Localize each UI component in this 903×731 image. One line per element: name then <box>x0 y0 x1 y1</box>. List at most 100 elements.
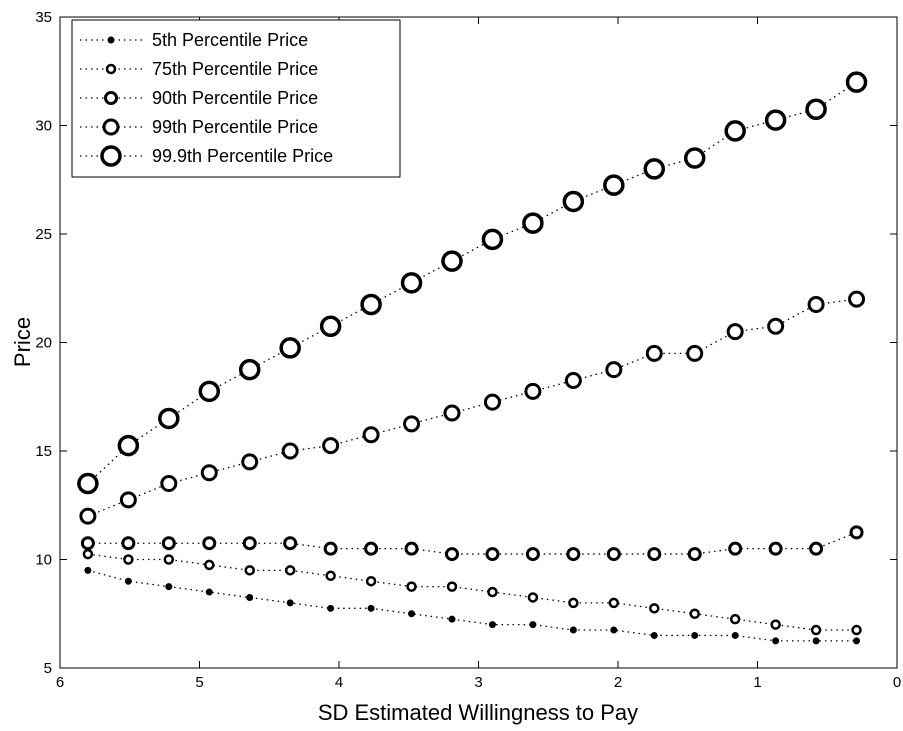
data-point <box>689 608 700 619</box>
data-point <box>200 464 218 482</box>
x-tick-label: 4 <box>335 674 343 691</box>
data-point <box>812 637 820 645</box>
legend-marker <box>104 91 118 105</box>
data-point <box>603 174 625 196</box>
data-point <box>404 541 419 556</box>
y-tick-label: 5 <box>44 660 52 677</box>
data-point <box>279 337 301 359</box>
data-point <box>683 147 706 169</box>
data-point <box>527 592 539 603</box>
data-point <box>729 613 741 625</box>
data-point <box>772 637 780 645</box>
data-point <box>687 547 702 562</box>
y-tick-label: 10 <box>35 552 52 569</box>
x-tick-label: 0 <box>893 674 901 691</box>
data-point <box>853 637 861 645</box>
legend-marker <box>105 63 117 75</box>
series-line <box>87 569 857 642</box>
data-point <box>441 250 463 272</box>
data-point <box>767 317 785 335</box>
data-point <box>325 570 336 582</box>
data-point <box>488 621 496 629</box>
data-point <box>485 547 500 562</box>
data-point <box>562 190 585 213</box>
data-point <box>79 507 97 525</box>
data-point <box>205 588 213 596</box>
x-tick-label: 5 <box>195 674 203 691</box>
data-point <box>525 547 540 562</box>
data-point <box>362 426 380 444</box>
x-tick-label: 6 <box>56 674 64 691</box>
data-point <box>163 554 175 565</box>
data-point <box>119 491 137 509</box>
legend-marker <box>102 118 120 136</box>
legend-box <box>71 19 401 178</box>
legend-marker <box>107 36 115 44</box>
x-tick-label: 1 <box>753 674 761 691</box>
data-point <box>124 577 132 585</box>
data-point <box>768 541 783 556</box>
data-point <box>202 536 217 551</box>
y-tick-label: 15 <box>35 443 52 460</box>
data-point <box>160 475 178 493</box>
data-point <box>158 407 180 430</box>
data-point <box>805 98 827 120</box>
y-tick-label: 20 <box>35 335 52 352</box>
data-point <box>123 554 134 565</box>
data-point <box>810 624 822 636</box>
data-point <box>367 604 375 612</box>
series-line <box>87 553 857 631</box>
data-point <box>283 536 298 551</box>
data-point <box>649 603 660 614</box>
legend-label: 75th Percentile Price <box>152 59 318 79</box>
data-point <box>286 599 294 607</box>
data-point <box>522 212 544 234</box>
data-point <box>608 597 620 609</box>
data-point <box>241 453 259 471</box>
data-point <box>77 472 99 495</box>
data-point <box>403 415 421 433</box>
data-point <box>650 631 658 639</box>
data-point <box>198 380 221 403</box>
data-point <box>121 536 136 551</box>
data-point <box>809 541 824 556</box>
y-tick-label: 30 <box>35 118 52 135</box>
data-point <box>849 525 864 540</box>
legend-label: 90th Percentile Price <box>152 88 318 108</box>
data-point <box>807 296 825 314</box>
data-point <box>319 315 342 337</box>
legend-label: 5th Percentile Price <box>152 30 308 50</box>
data-point <box>82 548 94 560</box>
data-point <box>724 120 746 142</box>
data-point <box>691 631 699 639</box>
data-point <box>327 604 335 612</box>
data-point <box>728 541 743 556</box>
data-point <box>605 361 623 379</box>
y-tick-label: 35 <box>35 9 52 26</box>
data-point <box>360 293 382 316</box>
x-axis-label: SD Estimated Willingness to Pay <box>318 700 638 725</box>
data-point <box>238 358 261 381</box>
y-tick-label: 25 <box>35 226 52 243</box>
data-point <box>284 565 296 576</box>
data-point <box>117 434 140 457</box>
x-tick-label: 3 <box>474 674 482 691</box>
data-point <box>246 593 254 601</box>
data-point <box>569 626 577 634</box>
data-point <box>610 626 618 634</box>
data-point <box>606 547 621 562</box>
data-point <box>845 71 868 93</box>
data-point <box>444 547 459 562</box>
data-point <box>568 597 579 609</box>
data-point <box>364 541 379 556</box>
data-point <box>84 566 92 574</box>
data-point <box>481 228 504 251</box>
data-point <box>564 371 582 389</box>
data-point <box>408 610 416 618</box>
data-point <box>400 272 423 294</box>
data-point <box>161 536 176 551</box>
data-point <box>80 536 95 551</box>
data-point <box>322 437 340 455</box>
data-point <box>443 404 461 422</box>
data-point <box>406 581 417 592</box>
